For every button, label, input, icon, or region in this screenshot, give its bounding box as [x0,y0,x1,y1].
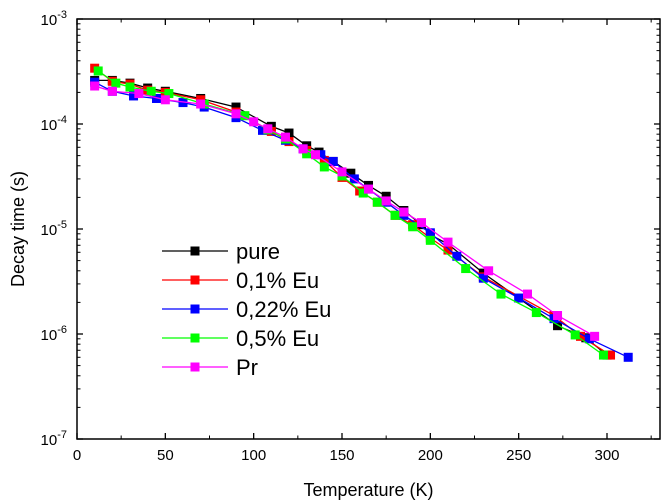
data-point [240,111,250,121]
legend-marker [190,333,200,343]
legend-marker [190,362,200,372]
data-point [178,98,188,108]
y-tick-label: 10-6 [41,324,67,344]
data-point [417,218,426,228]
y-tick-label: 10-7 [41,429,67,449]
series-0-5-eu [93,66,608,360]
data-point [553,311,563,321]
data-point [160,95,170,105]
data-point [606,350,616,360]
data-point [553,321,563,331]
x-tick-label: 150 [329,447,354,464]
data-point [381,196,391,206]
data-point [478,273,488,283]
data-point [358,188,368,198]
x-tick-label: 0 [73,447,81,464]
data-point [425,228,435,238]
data-point [107,86,117,96]
data-point [249,117,259,127]
data-point [443,237,453,247]
data-point [484,266,494,276]
data-point [523,289,532,299]
data-point [346,168,356,178]
data-point [590,331,600,341]
legend: pure 0,1% Eu 0,22% Eu 0,5% Eu Pr [162,239,331,380]
data-point [146,86,156,96]
data-point [381,191,391,201]
y-axis-title: Decay time (s) [8,171,28,287]
data-point [328,156,338,166]
data-point [337,167,347,177]
data-point [152,93,161,103]
series-0-22-eu [90,77,633,362]
data-point [231,109,241,119]
data-point [496,289,506,299]
data-point [349,174,359,184]
y-tick-label: 10-3 [41,9,67,29]
data-point [598,350,608,360]
data-point [164,89,174,99]
data-point [125,82,135,92]
data-point [408,222,418,232]
data-point [623,352,633,362]
data-point [263,124,273,134]
data-point [443,245,453,255]
x-tick-label: 300 [594,447,619,464]
data-point [514,293,524,303]
y-tick-label: 10-4 [41,114,67,134]
series-pr [90,81,600,341]
data-point [231,102,241,112]
data-point [390,210,400,220]
data-point [319,162,329,172]
data-point [461,264,471,274]
data-point [90,81,100,91]
legend-label: 0,22% Eu [236,297,331,322]
x-tick-label: 200 [418,447,443,464]
series-line [94,79,608,356]
data-point [280,132,290,142]
data-point [570,330,580,340]
data-point [452,251,462,261]
y-tick-label: 10-5 [41,219,67,239]
data-point [298,144,308,154]
series-line [97,70,604,356]
legend-marker [190,246,200,256]
data-point [576,331,585,341]
legend-label: 0,1% Eu [236,268,319,293]
plot-frame [76,18,661,440]
data-point [302,149,312,159]
data-point [584,334,594,344]
data-point [311,150,320,160]
legend-marker [190,275,200,285]
data-point [93,66,103,76]
data-point [134,89,144,99]
x-tick-label: 250 [506,447,531,464]
legend-marker [190,304,200,314]
data-point [364,184,373,194]
series-line [94,81,629,358]
legend-label: Pr [236,355,258,380]
data-point [399,207,409,217]
data-point [196,99,206,109]
x-tick-label: 50 [157,447,174,464]
data-point [111,78,121,88]
x-tick-label: 100 [241,447,266,464]
data-point [425,235,435,245]
data-point [258,125,267,135]
data-point [129,91,139,101]
data-point [316,150,326,160]
data-point [372,197,382,207]
data-point [531,308,541,318]
x-axis-title: Temperature (K) [303,480,433,500]
legend-label: 0,5% Eu [236,326,319,351]
legend-label: pure [236,239,280,264]
